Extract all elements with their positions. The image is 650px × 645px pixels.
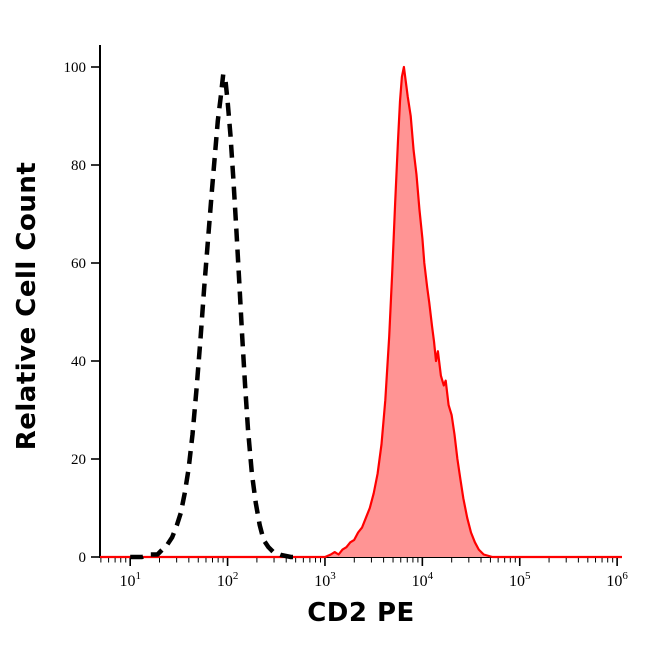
x-tick-label: 102 — [217, 570, 239, 590]
y-tick-label: 40 — [71, 354, 86, 370]
series-line — [130, 72, 301, 560]
y-tick-label: 60 — [71, 256, 86, 272]
y-axis-title: Relative Cell Count — [12, 161, 42, 451]
x-tick-label: 104 — [412, 570, 434, 590]
y-tick-label: 100 — [64, 60, 87, 76]
x-tick-label: 106 — [606, 570, 628, 590]
y-tick-label: 80 — [71, 158, 86, 174]
x-tick-label: 105 — [509, 570, 531, 590]
y-tick-label: 20 — [71, 452, 86, 468]
series-line — [100, 65, 622, 559]
y-tick-label: 0 — [79, 550, 87, 566]
x-tick-label: 103 — [314, 570, 336, 590]
series-fill — [100, 67, 622, 557]
x-axis-title: CD2 PE — [307, 598, 415, 628]
x-tick-label: 101 — [119, 570, 141, 590]
